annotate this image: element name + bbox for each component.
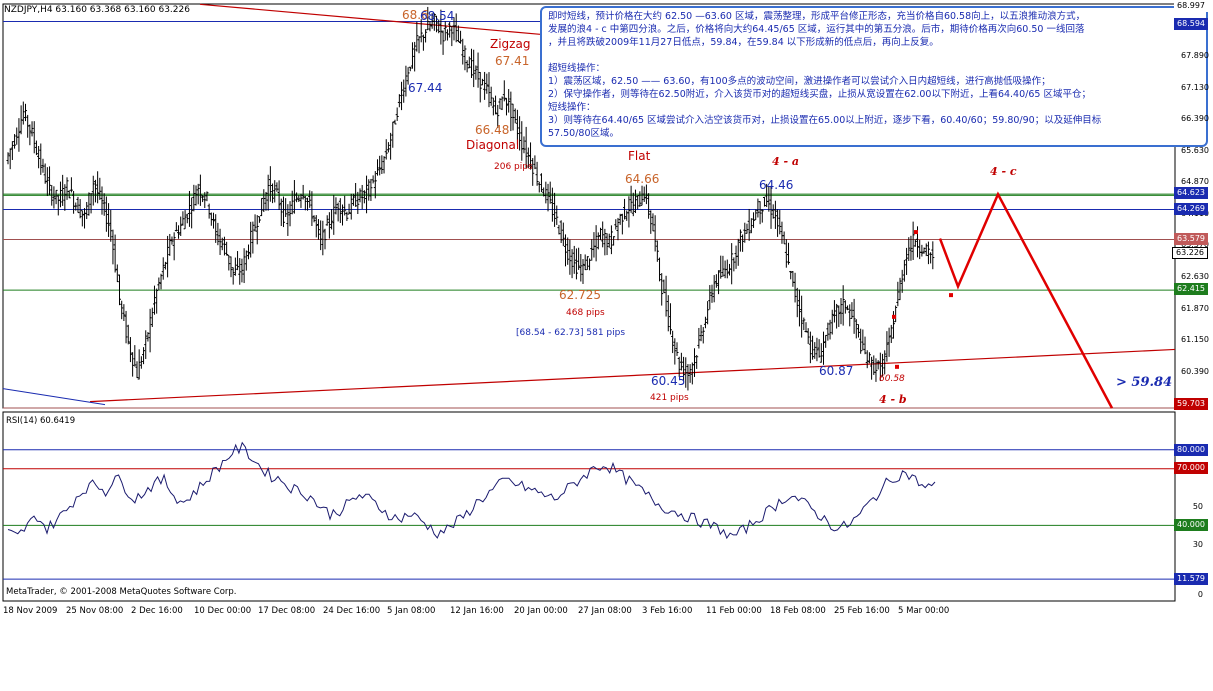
- wave-projection-path: [938, 191, 1114, 409]
- date-tick: 3 Feb 16:00: [642, 606, 693, 616]
- price-tick: 61.870: [1181, 304, 1209, 313]
- annotation-line: 短线操作：: [548, 102, 596, 113]
- annotation-line: [548, 49, 1200, 62]
- rsi-tick: 50: [1192, 502, 1203, 511]
- analysis-annotation-box: 即时短线，预计价格在大约 62.50 —63.60 区域，震荡整理，形成平台修正…: [540, 6, 1208, 147]
- wave-label-flat: Flat: [628, 149, 651, 163]
- price-tag-current: 63.226: [1172, 247, 1208, 259]
- wave-label-6087: 60.87: [819, 364, 854, 378]
- pivot-marker: [914, 230, 918, 235]
- price-tick: 60.390: [1181, 367, 1209, 376]
- target-label-5984: > 59.84: [1116, 375, 1173, 390]
- date-tick: 27 Jan 08:00: [578, 606, 632, 616]
- pivot-marker: [892, 314, 896, 319]
- pips-label-206: 206 pips: [494, 162, 533, 172]
- price-tick: 62.630: [1181, 272, 1209, 281]
- wave-label-6744: 67.44: [408, 81, 443, 95]
- rsi-tag-80: 80.000: [1174, 444, 1208, 456]
- price-tick: 61.150: [1181, 335, 1209, 344]
- rsi-tick: 30: [1192, 540, 1203, 549]
- pivot-marker: [949, 293, 953, 298]
- date-tick: 2 Dec 16:00: [131, 606, 183, 616]
- date-tick: 11 Feb 00:00: [706, 606, 762, 616]
- pips-label-468: 468 pips: [566, 308, 605, 318]
- top-trendline: [199, 3, 541, 35]
- rsi-tick: 0: [1197, 590, 1203, 599]
- rsi-tag-11579: 11.579: [1174, 573, 1208, 585]
- wave-label-peak-b: 68.54: [420, 9, 455, 23]
- price-tag-64269: 64.269: [1174, 203, 1208, 215]
- lower-left-blue-line: [2, 388, 106, 406]
- date-tick: 24 Dec 16:00: [323, 606, 381, 616]
- price-tick: 65.630: [1181, 146, 1209, 155]
- wave-label-4a: 4 - a: [772, 155, 800, 168]
- date-tick: 5 Jan 08:00: [387, 606, 436, 616]
- pips-label-421: 421 pips: [650, 393, 689, 403]
- annotation-line: ，并且将跌破2009年11月27日低点，59.84，在59.84 以下形成新的低…: [548, 37, 939, 48]
- annotation-line: 3）则等待在64.40/65 区域尝试介入沽空该货币对，止损设置在65.00以上…: [548, 115, 1102, 126]
- date-tick: 20 Jan 00:00: [514, 606, 568, 616]
- copyright-footer: MetaTrader, © 2001-2008 MetaQuotes Softw…: [6, 587, 237, 597]
- wave-label-zigzag: Zigzag: [490, 37, 531, 51]
- annotation-line: 1）震荡区域，62.50 —— 63.60，有100多点的波动空间，激进操作者可…: [548, 76, 1051, 87]
- wave-label-62725: 62.725: [559, 288, 601, 302]
- rsi-label: RSI(14) 60.6419: [6, 416, 76, 426]
- wave-label-4c: 4 - c: [990, 165, 1017, 178]
- date-tick: 25 Feb 16:00: [834, 606, 890, 616]
- rsi-tag-40: 40.000: [1174, 519, 1208, 531]
- range-pips-label: [68.54 - 62.73] 581 pips: [516, 328, 626, 338]
- date-tick: 10 Dec 00:00: [194, 606, 252, 616]
- pivot-marker: [895, 364, 899, 369]
- date-tick: 18 Feb 08:00: [770, 606, 826, 616]
- rsi-tag-70: 70.000: [1174, 462, 1208, 474]
- price-tag-62415: 62.415: [1174, 283, 1208, 295]
- wave-label-peak-a: 68.6: [402, 8, 429, 22]
- wave-label-6648: 66.48: [475, 123, 510, 137]
- wave-label-6446: 64.46: [759, 178, 794, 192]
- price-tick: 66.390: [1181, 114, 1209, 123]
- price-tick: 67.890: [1181, 51, 1209, 60]
- annotation-line: 2）保守操作者，则等待在62.50附近，介入该货币对的超短线买盘，止损从宽设置在…: [548, 89, 1091, 100]
- price-tag-63579: 63.579: [1174, 233, 1208, 245]
- rsi-line: [7, 441, 936, 540]
- wave-label-6045: 60.45: [651, 374, 686, 388]
- date-tick: 18 Nov 2009: [3, 606, 58, 616]
- date-tick: 5 Mar 00:00: [898, 606, 950, 616]
- date-tick: 17 Dec 08:00: [258, 606, 316, 616]
- annotation-line: 发展的浪4 - c 中第四分浪。之后，价格将向大约64.45/65 区域，运行其…: [548, 24, 1085, 35]
- wave-label-diagonal: Diagonal: [466, 138, 520, 152]
- price-tag-64623: 64.623: [1174, 187, 1208, 199]
- annotation-line: 即时短线，预计价格在大约 62.50 —63.60 区域，震荡整理，形成平台修正…: [548, 11, 1086, 22]
- price-tick: 64.870: [1181, 177, 1209, 186]
- date-tick: 12 Jan 16:00: [450, 606, 504, 616]
- annotation-line: 超短线操作：: [548, 63, 606, 74]
- annotation-line: 57.50/80区域。: [548, 128, 619, 139]
- wave-label-6466: 64.66: [625, 172, 660, 186]
- price-tag-59703: 59.703: [1174, 398, 1208, 410]
- price-tag-high: 68.997: [1174, 0, 1208, 12]
- rsi-panel-frame: [2, 411, 1176, 602]
- symbol-header: NZDJPY,H4 63.160 63.368 63.160 63.226: [4, 5, 190, 15]
- wave-label-6058: 60.58: [879, 374, 905, 384]
- rising-trendline: [89, 348, 1176, 403]
- price-tag-68594: 68.594: [1174, 18, 1208, 30]
- wave-label-4b: 4 - b: [879, 393, 907, 406]
- wave-label-6741: 67.41: [495, 54, 530, 68]
- date-tick: 25 Nov 08:00: [66, 606, 124, 616]
- price-tick: 67.130: [1181, 83, 1209, 92]
